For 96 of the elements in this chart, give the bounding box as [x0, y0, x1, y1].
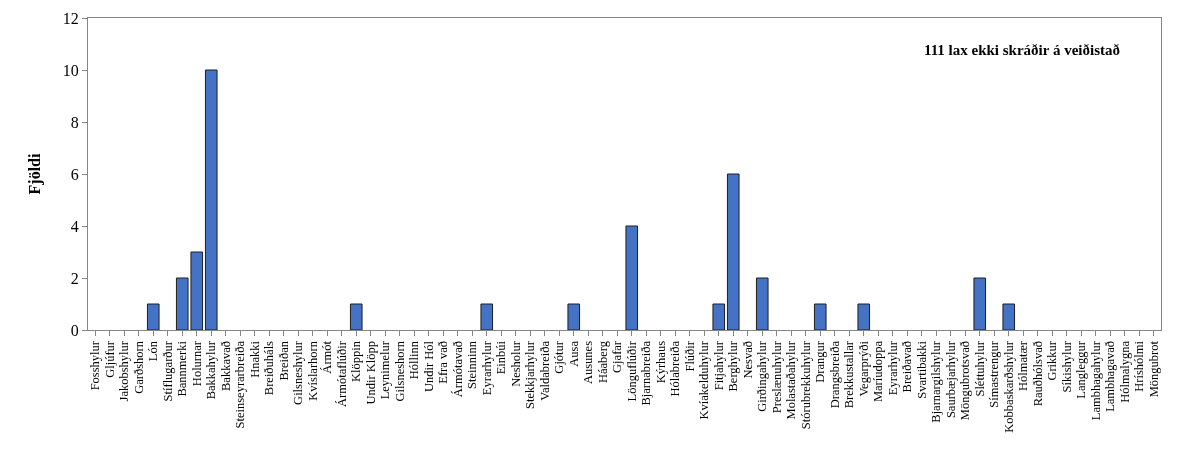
x-tick-label: Brekkustallar: [842, 340, 857, 409]
x-tick-label: Hnakki: [247, 340, 262, 378]
x-tick-label: Fosshylur: [88, 340, 103, 391]
y-tick-label: 8: [70, 113, 79, 131]
y-tick-label: 2: [70, 269, 79, 287]
x-tick-label: Stekkjarhylur: [523, 340, 538, 410]
y-tick-label: 10: [62, 61, 79, 79]
x-tick-label: Hríshólmi: [1132, 340, 1147, 392]
x-tick-label: Gilsneshylur: [291, 340, 306, 405]
x-tick-label: Lambhagahylur: [1088, 340, 1103, 421]
x-tick-label: Bjarnabreiða: [639, 340, 654, 406]
bar: [857, 303, 871, 330]
x-tick-label: Ausunes: [581, 340, 596, 385]
x-tick-label: Steinseyrarbreiða: [233, 340, 248, 429]
x-tick-label: Lambhagavað: [1103, 341, 1118, 412]
y-tick-label: 4: [70, 217, 79, 235]
x-tick-label: Undir Klöpp: [363, 341, 378, 405]
bar: [567, 303, 581, 330]
x-tick-label: Stíflugarður: [160, 340, 175, 402]
x-tick-label: Kvíslarhorn: [305, 340, 320, 401]
x-tick-label: Drangsbreiða: [827, 340, 842, 409]
x-tick-label: Leynimelur: [378, 340, 393, 400]
x-tick-label: Drangur: [813, 340, 828, 383]
x-tick-label: Saurbæjarhylur: [943, 340, 958, 419]
y-axis-title: Fjöldi: [25, 153, 44, 195]
x-tick-label: Undir Hól: [421, 340, 436, 393]
x-tick-label: Stórubrekkuhylur: [798, 340, 813, 430]
bar: [755, 277, 769, 330]
x-tick-label: Ármót: [320, 340, 335, 374]
bar: [726, 173, 740, 330]
x-tick-label: Lönguflúðir: [624, 340, 639, 402]
x-tick-label: Bjarnargilshylur: [929, 340, 944, 423]
x-tick-label: Gjafar: [610, 340, 625, 373]
bar: [712, 303, 726, 330]
x-tick-label: Kobbaskarðshylur: [1001, 340, 1016, 433]
x-tick-label: Preslænuhylur: [769, 340, 784, 414]
x-tick-label: Breiðavað: [900, 341, 915, 393]
x-tick-label: Berghylur: [726, 340, 741, 392]
x-tick-label: Molastaðahylur: [784, 340, 799, 420]
x-tick-label: Svartibakki: [914, 340, 929, 399]
bar: [1002, 303, 1016, 330]
x-tick-label: Valdabreiða: [537, 340, 552, 401]
x-tick-label: Gilsneshorn: [392, 340, 407, 402]
x-tick-label: Ausa: [566, 340, 581, 367]
x-tick-label: Síkishylur: [1059, 340, 1074, 393]
x-tick-label: Steinninn: [465, 340, 480, 389]
x-tick-label: Garðshorn: [131, 340, 146, 394]
bar: [973, 277, 987, 330]
x-tick-label: Rauðhólsvað: [1030, 341, 1045, 407]
x-tick-label: Breiðan: [276, 340, 291, 381]
bar: [349, 303, 363, 330]
x-tick-label: Bakkavað: [218, 341, 233, 391]
bar: [625, 225, 639, 330]
x-tick-label: Hólmalygna: [1117, 340, 1132, 403]
x-tick-label: Eyrarhylur: [885, 340, 900, 396]
x-tick-label: Maríudoppa: [871, 340, 886, 403]
annotation: 111 lax ekki skráðir á veiðistað: [924, 42, 1120, 58]
x-tick-label: Nesvað: [740, 341, 755, 379]
x-tick-label: Ármótaflúðir: [334, 340, 349, 407]
x-tick-label: Hólabreiða: [668, 340, 683, 397]
x-tick-label: Breiðuháls: [262, 340, 277, 396]
y-tick-label: 12: [62, 9, 79, 27]
x-tick-label: Gjótur: [552, 340, 567, 374]
x-tick-label: Sléttuhylur: [972, 340, 987, 397]
x-tick-label: Ármótavað: [450, 341, 465, 398]
x-tick-label: Fitjahylur: [711, 340, 726, 391]
x-tick-label: Bannmerki: [175, 340, 190, 397]
x-tick-label: Bakkahylur: [204, 340, 219, 400]
y-tick-label: 0: [70, 321, 79, 339]
x-tick-label: Nesholur: [508, 340, 523, 387]
x-tick-label: Jakobshylur: [117, 340, 132, 402]
x-tick-label: Símastrengur: [987, 340, 1002, 408]
x-tick-label: Einbúi: [494, 340, 509, 375]
bar: [146, 303, 160, 330]
y-tick-label: 6: [70, 165, 79, 183]
x-tick-label: Kýrhaus: [653, 340, 668, 384]
x-tick-label: Klöppin: [349, 340, 364, 382]
x-tick-label: Efra vað: [436, 341, 451, 384]
x-tick-label: Háaberg: [595, 340, 610, 384]
x-tick-label: Möngubrotsvað: [958, 341, 973, 421]
x-tick-label: Gljúfur: [102, 340, 117, 378]
bar: [813, 303, 827, 330]
x-tick-label: Grikkur: [1045, 340, 1060, 381]
bar: [204, 69, 218, 330]
x-tick-label: Kvíakelduhylur: [697, 340, 712, 420]
x-tick-label: Möngubrot: [1146, 340, 1161, 398]
x-tick-label: Hólmatær: [1016, 340, 1031, 391]
x-tick-label: Flúðir: [682, 340, 697, 372]
x-tick-label: Eyrarhylur: [479, 340, 494, 396]
x-tick-label: Langleggur: [1074, 340, 1089, 399]
x-tick-label: Girðingahylur: [755, 340, 770, 412]
x-tick-label: Holurnar: [189, 340, 204, 387]
bar: [480, 303, 494, 330]
x-tick-label: Hóllinn: [407, 340, 422, 380]
x-tick-label: Vegarprýði: [856, 340, 871, 397]
x-tick-label: Lón: [146, 340, 161, 362]
